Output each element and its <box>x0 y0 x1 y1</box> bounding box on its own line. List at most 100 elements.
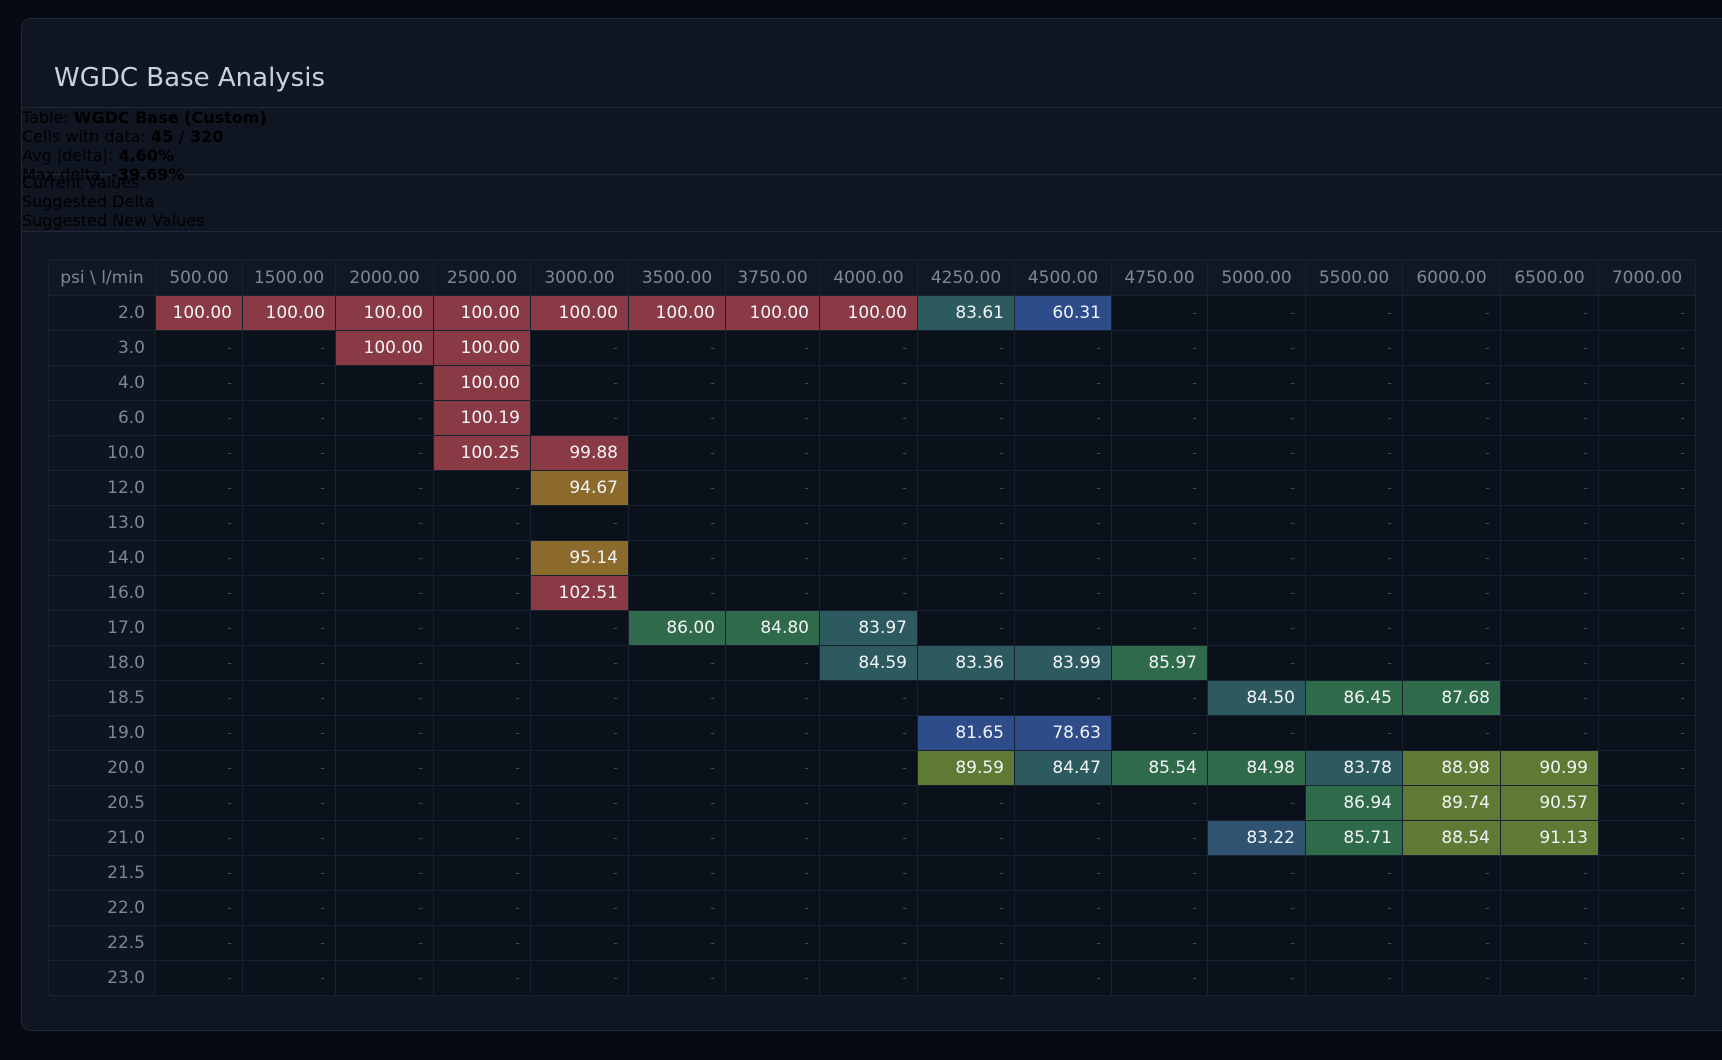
table-cell: - <box>1014 435 1112 471</box>
stat-label: Table: <box>22 108 69 127</box>
table-cell: - <box>1402 610 1501 646</box>
table-cell: - <box>1598 575 1696 611</box>
table-cell: - <box>433 715 531 751</box>
table-cell: - <box>1111 715 1208 751</box>
table-cell: - <box>1014 540 1112 576</box>
table-cell: 84.80 <box>725 610 820 646</box>
table-cell: 84.59 <box>819 645 918 681</box>
table-cell: - <box>628 925 726 961</box>
table-cell: - <box>335 610 434 646</box>
table-cell: - <box>1402 925 1501 961</box>
table-cell: - <box>628 750 726 786</box>
table-cell: - <box>819 820 918 856</box>
table-cell: - <box>530 400 629 436</box>
table-cell: - <box>1111 855 1208 891</box>
table-cell: - <box>335 855 434 891</box>
table-cell: 100.00 <box>819 295 918 331</box>
table-cell: - <box>725 785 820 821</box>
table-cell: - <box>1207 505 1306 541</box>
table-cell: - <box>433 645 531 681</box>
table-cell: - <box>1598 750 1696 786</box>
table-cell: - <box>1305 855 1403 891</box>
table-cell: - <box>530 715 629 751</box>
table-cell: - <box>335 645 434 681</box>
table-cell: - <box>242 715 336 751</box>
table-cell: - <box>530 645 629 681</box>
tab[interactable]: Suggested New Values <box>22 211 205 230</box>
table-cell: - <box>1111 400 1208 436</box>
table-cell: - <box>1500 715 1599 751</box>
table-cell: - <box>1500 680 1599 716</box>
table-cell: - <box>628 330 726 366</box>
table-cell: - <box>1111 820 1208 856</box>
table-cell: 100.00 <box>433 295 531 331</box>
table-cell: - <box>242 960 336 996</box>
table-cell: - <box>819 925 918 961</box>
row-header: 19.0 <box>48 715 156 751</box>
table-cell: - <box>1207 365 1306 401</box>
table-cell: - <box>819 470 918 506</box>
table-cell: - <box>1305 400 1403 436</box>
table-cell: 78.63 <box>1014 715 1112 751</box>
table-cell: - <box>1207 960 1306 996</box>
table-cell: - <box>155 750 243 786</box>
table-cell: - <box>1207 295 1306 331</box>
table-cell: - <box>335 470 434 506</box>
table-cell: - <box>725 925 820 961</box>
table-cell: - <box>155 960 243 996</box>
table-cell: - <box>1500 435 1599 471</box>
table-row: 21.5- - - - - - - - - - - - - - - - <box>48 855 1696 891</box>
table-cell: - <box>1305 435 1403 471</box>
table-cell: - <box>1500 330 1599 366</box>
table-cell: - <box>917 435 1015 471</box>
table-cell: - <box>1402 435 1501 471</box>
table-cell: - <box>917 925 1015 961</box>
table-cell: - <box>1598 890 1696 926</box>
stat-label: Cells with data: <box>22 127 146 146</box>
table-cell: - <box>155 820 243 856</box>
table-cell: - <box>242 400 336 436</box>
table-cell: - <box>530 855 629 891</box>
table-cell: - <box>242 855 336 891</box>
table-cell: - <box>335 680 434 716</box>
table-cell: - <box>1500 855 1599 891</box>
table-cell: - <box>917 540 1015 576</box>
table-cell: - <box>242 540 336 576</box>
table-cell: - <box>819 680 918 716</box>
table-cell: - <box>628 680 726 716</box>
table-cell: - <box>433 820 531 856</box>
table-cell: 94.67 <box>530 470 629 506</box>
tab[interactable]: Current Values <box>22 173 140 192</box>
table-cell: - <box>530 890 629 926</box>
table-cell: - <box>1402 505 1501 541</box>
row-header: 6.0 <box>48 400 156 436</box>
table-cell: - <box>819 365 918 401</box>
table-cell: - <box>628 715 726 751</box>
table-row: 18.0- - - - - - -84.59 83.36 83.99 85.97- - - - - <box>48 645 1696 681</box>
table-cell: - <box>725 855 820 891</box>
table-cell: - <box>1014 365 1112 401</box>
table-cell: - <box>917 960 1015 996</box>
table-cell: - <box>1500 540 1599 576</box>
table-cell: - <box>917 470 1015 506</box>
table-cell: - <box>242 925 336 961</box>
table-cell: - <box>335 540 434 576</box>
table-cell: 100.00 <box>530 295 629 331</box>
table-cell: 100.25 <box>433 435 531 471</box>
table-cell: - <box>335 715 434 751</box>
table-cell: - <box>242 680 336 716</box>
table-row: 22.5- - - - - - - - - - - - - - - - <box>48 925 1696 961</box>
table-cell: - <box>917 680 1015 716</box>
stat: Cells with data: 45 / 320 <box>22 127 1722 146</box>
table-cell: - <box>1111 925 1208 961</box>
table-cell: - <box>433 575 531 611</box>
table-cell: - <box>155 925 243 961</box>
stat-value: 4.60% <box>118 146 175 165</box>
table-cell: - <box>917 855 1015 891</box>
table-cell: - <box>1500 295 1599 331</box>
table-cell: - <box>242 505 336 541</box>
table-cell: - <box>1014 890 1112 926</box>
table-row: 21.0- - - - - - - - - - -83.22 85.71 88.54 91.13- <box>48 820 1696 856</box>
tab[interactable]: Suggested Delta <box>22 192 155 211</box>
table-cell: - <box>1598 680 1696 716</box>
